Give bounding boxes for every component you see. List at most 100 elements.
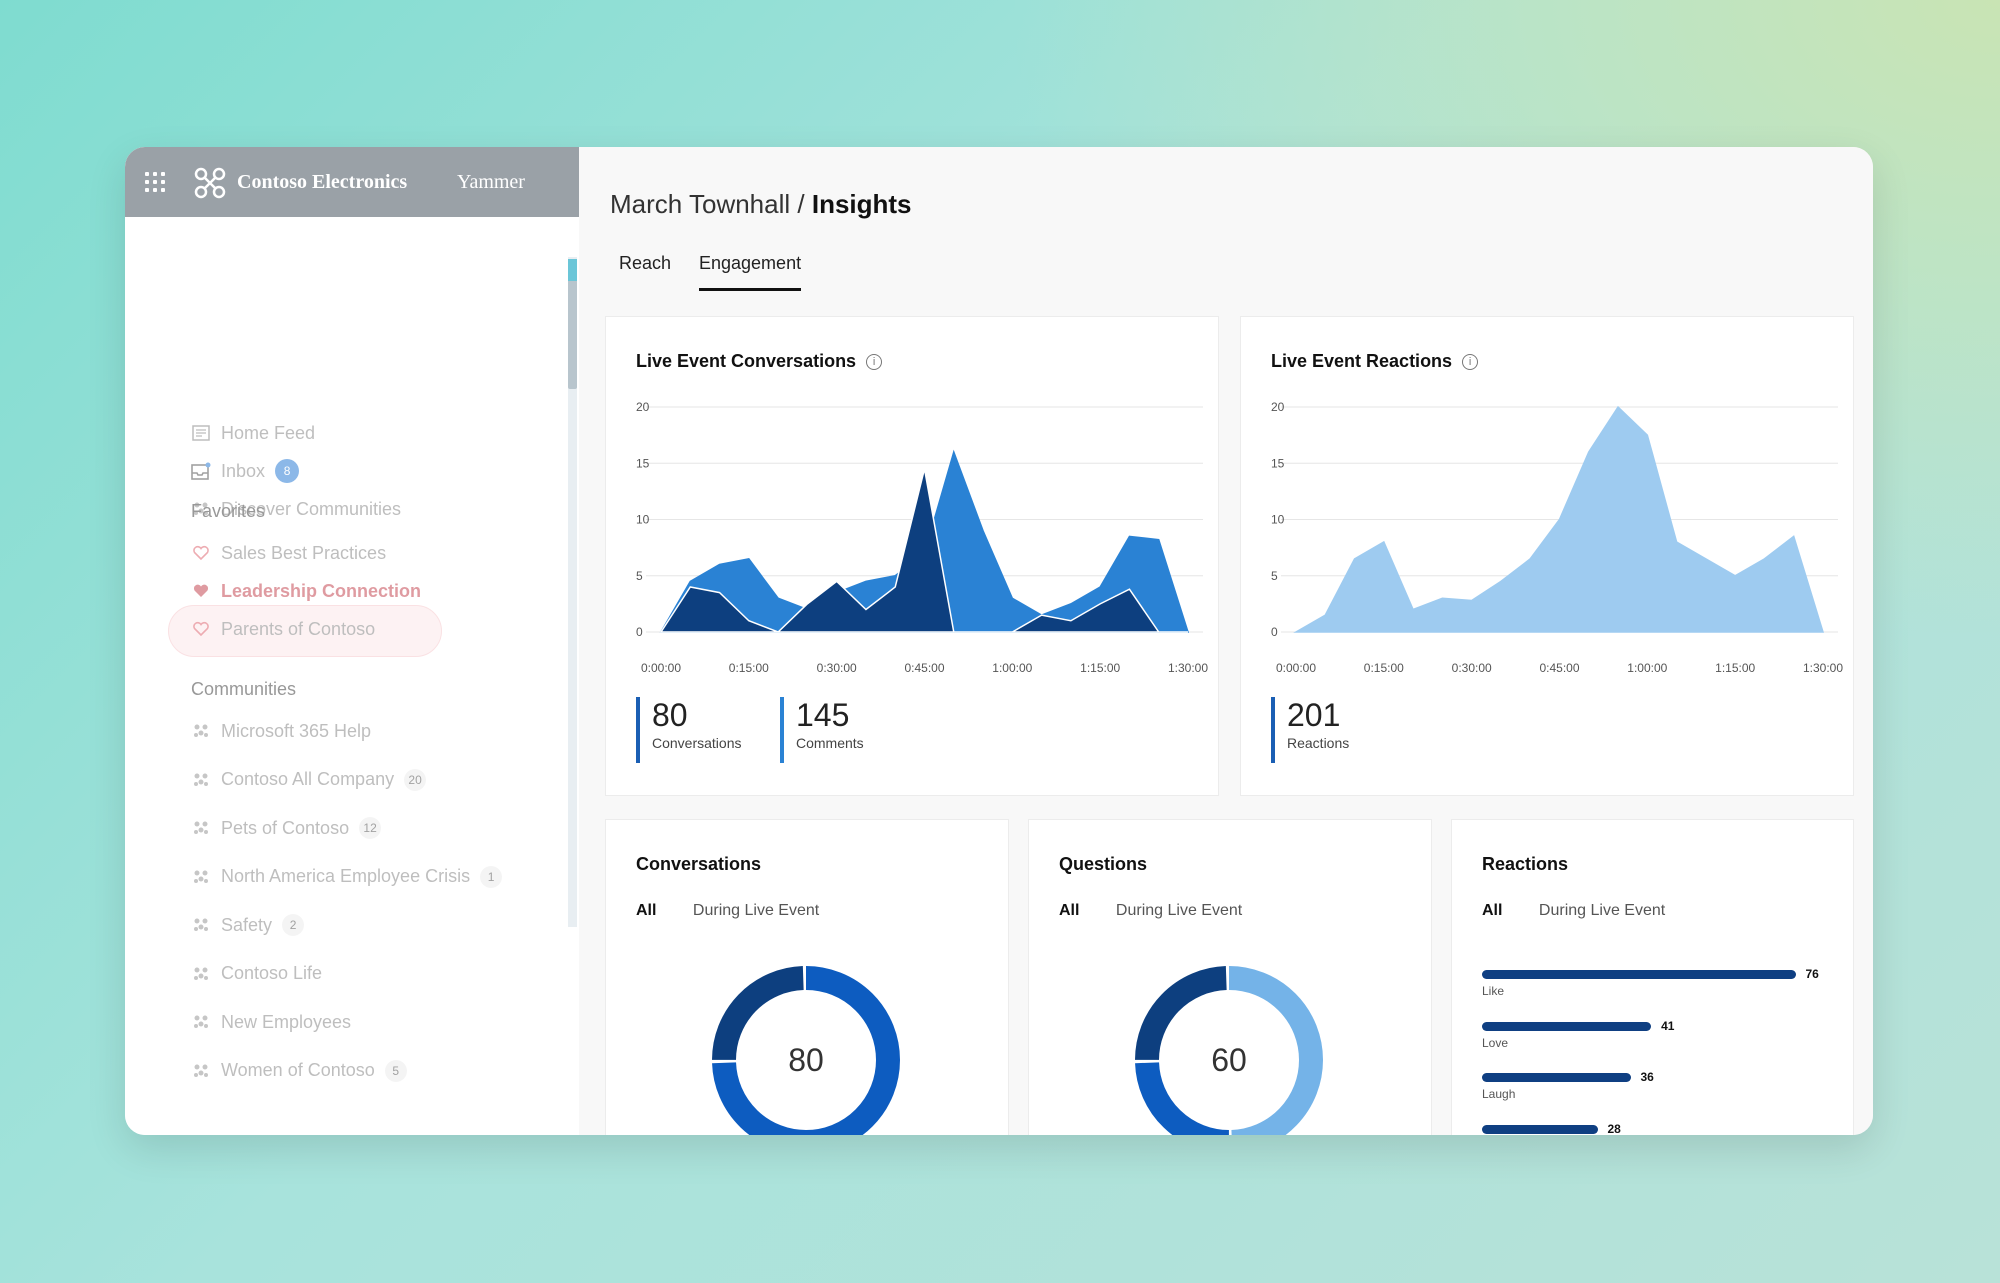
y-tick-label: 5 — [1271, 569, 1278, 583]
community-item-label: New Employees — [221, 1011, 352, 1032]
filter-live-event[interactable]: During Live Event — [692, 902, 820, 919]
community-item[interactable]: New Employees — [191, 1008, 351, 1036]
app-launcher-icon[interactable] — [145, 172, 165, 192]
nav-inbox[interactable]: Inbox 8 — [191, 457, 300, 485]
x-tick-label: 1:15:00 — [1715, 661, 1755, 675]
x-tick-label: 1:15:00 — [1080, 661, 1120, 675]
favorite-item-active[interactable]: Leadership Connection — [191, 577, 421, 605]
card-title-text: Conversations — [636, 854, 762, 874]
community-item-label: Pets of Contoso — [221, 817, 350, 838]
nav-home-feed[interactable]: Home Feed — [191, 419, 315, 447]
stat-value: 201 — [1287, 697, 1341, 733]
filter-group: All During Live Event — [1482, 902, 1697, 920]
questions-donut-chart — [1135, 966, 1323, 1135]
heart-filled-icon — [191, 581, 211, 601]
y-tick-label: 0 — [1271, 625, 1278, 639]
community-item[interactable]: Women of Contoso 5 — [191, 1057, 407, 1085]
y-tick-label: 15 — [636, 456, 650, 470]
y-tick-label: 5 — [636, 569, 643, 583]
community-item[interactable]: Contoso All Company 20 — [191, 766, 427, 794]
x-tick-label: 0:45:00 — [904, 661, 944, 675]
stat-label: Reactions — [1287, 735, 1350, 751]
reactions-card: Reactions All During Live Event 76 Like 41… — [1452, 820, 1853, 1135]
favorite-item-label: Leadership Connection — [221, 580, 422, 601]
info-icon[interactable]: i — [866, 353, 883, 370]
stat-value: 145 — [796, 697, 850, 733]
filter-group: All During Live Event — [1059, 902, 1274, 920]
x-tick-label: 0:00:00 — [1276, 661, 1316, 675]
favorite-item-label: Sales Best Practices — [221, 542, 387, 563]
nav-discover-label: Discover Communities — [221, 498, 402, 519]
community-item[interactable]: Microsoft 365 Help — [191, 717, 371, 745]
donut-slice — [1135, 966, 1323, 1135]
community-count-badge: 2 — [282, 914, 305, 936]
tab-engagement[interactable]: Engagement — [699, 253, 802, 291]
filter-all[interactable]: All — [636, 902, 657, 919]
page-title: Insights — [811, 189, 912, 219]
breadcrumb-separator: / — [790, 189, 812, 219]
community-icon — [191, 770, 211, 790]
info-icon[interactable]: i — [1462, 353, 1479, 370]
left-panel: Contoso Electronics Yammer Home Feed Inb… — [125, 147, 579, 1135]
reactions-chart-card: 0 5 10 15 20 0:00:00 0:15:00 0:30:00 0:45:00 1:00… — [1241, 317, 1853, 795]
y-tick-label: 15 — [1271, 456, 1285, 470]
conversations-chart-card: 0 5 10 15 20 0:00:00 0:15:00 0:30:00 0:45:00 1:00… — [606, 317, 1218, 795]
stat-value: 80 — [652, 697, 688, 733]
reaction-bar — [1482, 970, 1796, 979]
stat-reactions: 201 Reactions — [1271, 697, 1349, 763]
community-item[interactable]: Contoso Life — [191, 960, 322, 988]
reaction-bar-label: Love — [1482, 1035, 1509, 1050]
active-item-highlight — [168, 605, 442, 657]
favorite-item-label: Parents of Contoso — [221, 618, 376, 639]
nav-home-feed-label: Home Feed — [221, 422, 316, 443]
reaction-bar-label: Laugh — [1482, 1087, 1516, 1101]
community-item-label: Contoso Life — [221, 963, 323, 983]
app-name[interactable]: Yammer — [457, 171, 525, 193]
donut-slice — [712, 966, 900, 1135]
reaction-bar-value: 76 — [1805, 967, 1819, 981]
main-content: March Townhall / Insights Reach Engageme… — [579, 147, 1873, 1135]
filter-all[interactable]: All — [1059, 902, 1080, 919]
community-icon — [191, 818, 211, 838]
x-tick-label: 1:30:00 — [1168, 661, 1208, 675]
y-tick-label: 10 — [1271, 513, 1285, 527]
x-tick-label: 0:00:00 — [641, 661, 681, 675]
community-item[interactable]: Pets of Contoso 12 — [191, 814, 382, 842]
community-icon — [191, 915, 211, 935]
community-count-badge: 12 — [359, 817, 382, 839]
community-item-label: Safety — [221, 914, 273, 935]
favorites-heading: Favorites — [191, 501, 266, 521]
community-icon — [191, 867, 211, 887]
nav-discover-communities[interactable]: Discover Communities — [191, 495, 401, 523]
community-icon — [191, 499, 211, 519]
org-name[interactable]: Contoso Electronics — [237, 171, 408, 193]
favorite-item[interactable]: Sales Best Practices — [191, 539, 386, 567]
top-bar: Contoso Electronics Yammer — [125, 147, 579, 217]
area-series-1 — [1293, 405, 1825, 633]
tab-reach[interactable]: Reach — [619, 253, 672, 273]
nav-scrollbar-thumb[interactable] — [568, 259, 577, 389]
card-title: Reactions — [1482, 854, 1568, 875]
contoso-logo-icon — [194, 167, 226, 199]
community-icon — [191, 1061, 211, 1081]
filter-live-event[interactable]: During Live Event — [1538, 902, 1666, 919]
breadcrumb-parent[interactable]: March Townhall — [610, 189, 791, 219]
community-icon — [191, 721, 211, 741]
community-item[interactable]: North America Employee Crisis 1 — [191, 863, 503, 891]
favorite-item[interactable]: Parents of Contoso — [191, 615, 375, 643]
feed-icon — [191, 423, 211, 443]
heart-outline-icon — [191, 619, 211, 639]
filter-live-event[interactable]: During Live Event — [1115, 902, 1243, 919]
x-tick-label: 0:15:00 — [729, 661, 769, 675]
reaction-bar-value: 36 — [1640, 1070, 1654, 1084]
stat-conversations: 80 Conversations — [636, 697, 742, 763]
community-item[interactable]: Safety 2 — [191, 911, 305, 939]
nav-scroll-track[interactable] — [568, 257, 577, 927]
community-icon — [191, 964, 211, 984]
filter-all[interactable]: All — [1482, 902, 1503, 919]
community-count-badge: 1 — [480, 865, 503, 888]
reaction-bar — [1482, 1073, 1631, 1082]
nav-inbox-label: Inbox — [221, 460, 266, 481]
communities-heading: Communities — [191, 679, 297, 699]
reaction-bar-value: 28 — [1607, 1121, 1621, 1136]
